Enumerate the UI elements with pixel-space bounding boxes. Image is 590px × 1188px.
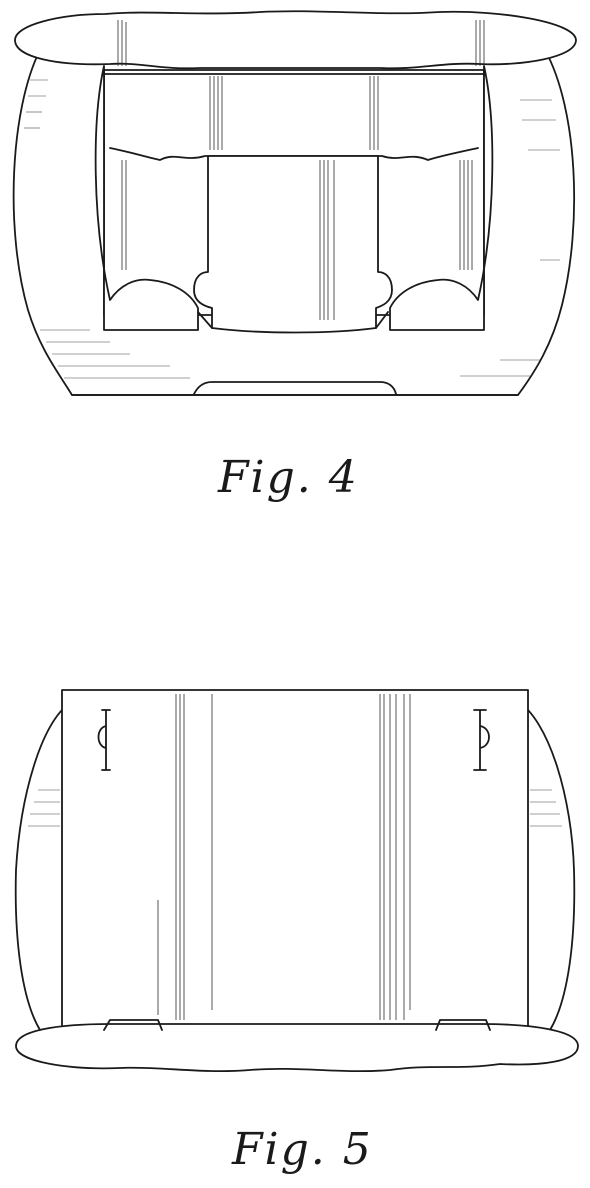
figure-5-drawing [0, 0, 590, 1120]
figure-5-caption: Fig. 5 [232, 1124, 373, 1175]
fig5-bottom-rim [16, 1024, 578, 1071]
fig5-front-face [62, 690, 528, 1030]
